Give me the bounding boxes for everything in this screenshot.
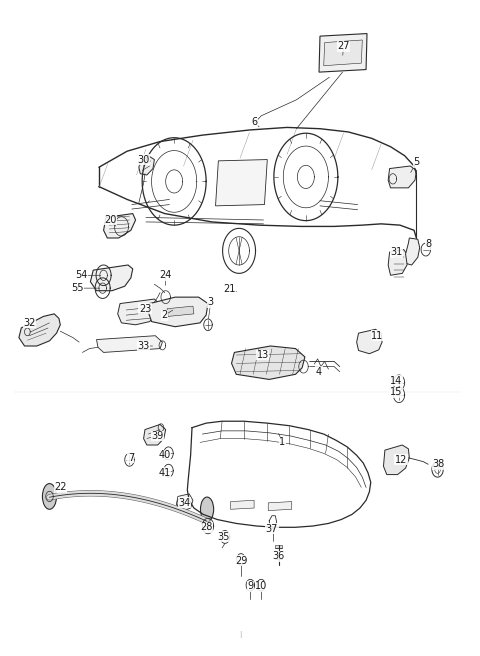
Polygon shape bbox=[90, 265, 133, 291]
Text: 40: 40 bbox=[158, 450, 171, 461]
Text: 33: 33 bbox=[137, 341, 150, 351]
Text: 31: 31 bbox=[390, 247, 402, 257]
Text: 9: 9 bbox=[247, 581, 253, 592]
Text: 14: 14 bbox=[390, 376, 402, 386]
Polygon shape bbox=[388, 249, 408, 276]
Polygon shape bbox=[104, 214, 135, 238]
Polygon shape bbox=[357, 329, 382, 354]
Polygon shape bbox=[230, 501, 254, 509]
Text: 21: 21 bbox=[224, 285, 236, 295]
Text: 29: 29 bbox=[235, 556, 247, 565]
Text: 34: 34 bbox=[179, 498, 191, 508]
Text: 1: 1 bbox=[279, 438, 286, 447]
Polygon shape bbox=[268, 502, 292, 510]
Text: 30: 30 bbox=[137, 155, 150, 165]
Polygon shape bbox=[388, 166, 416, 188]
Polygon shape bbox=[148, 297, 208, 327]
Polygon shape bbox=[118, 299, 159, 325]
Polygon shape bbox=[384, 445, 409, 474]
Text: 13: 13 bbox=[256, 350, 269, 360]
Polygon shape bbox=[144, 424, 166, 445]
Text: 10: 10 bbox=[255, 581, 267, 592]
Text: 39: 39 bbox=[152, 431, 164, 441]
Polygon shape bbox=[216, 159, 267, 206]
Polygon shape bbox=[96, 336, 162, 352]
Polygon shape bbox=[275, 545, 282, 548]
Polygon shape bbox=[167, 306, 194, 316]
Polygon shape bbox=[406, 238, 420, 265]
Text: 4: 4 bbox=[316, 367, 322, 377]
Ellipse shape bbox=[42, 483, 57, 509]
Text: 38: 38 bbox=[432, 459, 444, 469]
Text: 37: 37 bbox=[266, 523, 278, 533]
Text: 28: 28 bbox=[200, 522, 212, 532]
Text: 24: 24 bbox=[159, 270, 172, 280]
Text: 35: 35 bbox=[217, 532, 230, 542]
Text: 6: 6 bbox=[251, 117, 257, 127]
Text: 32: 32 bbox=[23, 318, 36, 328]
Text: 11: 11 bbox=[371, 331, 384, 340]
Polygon shape bbox=[177, 494, 193, 511]
Text: 2: 2 bbox=[162, 310, 168, 320]
Ellipse shape bbox=[201, 497, 214, 522]
Text: 20: 20 bbox=[105, 215, 117, 225]
Polygon shape bbox=[231, 346, 305, 379]
Text: 22: 22 bbox=[54, 482, 67, 493]
Text: 41: 41 bbox=[158, 468, 171, 478]
Text: 55: 55 bbox=[72, 283, 84, 293]
Polygon shape bbox=[319, 33, 367, 72]
Text: 23: 23 bbox=[139, 304, 151, 314]
Text: 7: 7 bbox=[128, 453, 134, 463]
Text: 54: 54 bbox=[75, 270, 87, 280]
Polygon shape bbox=[19, 314, 60, 346]
Text: |: | bbox=[239, 631, 241, 638]
Text: 12: 12 bbox=[395, 455, 407, 465]
Text: 5: 5 bbox=[413, 157, 420, 167]
Polygon shape bbox=[139, 155, 155, 175]
Text: 15: 15 bbox=[390, 387, 402, 398]
Text: 8: 8 bbox=[425, 239, 431, 249]
Text: 27: 27 bbox=[337, 41, 350, 51]
Text: 3: 3 bbox=[208, 297, 214, 307]
Polygon shape bbox=[324, 40, 362, 66]
Text: 36: 36 bbox=[273, 551, 285, 562]
